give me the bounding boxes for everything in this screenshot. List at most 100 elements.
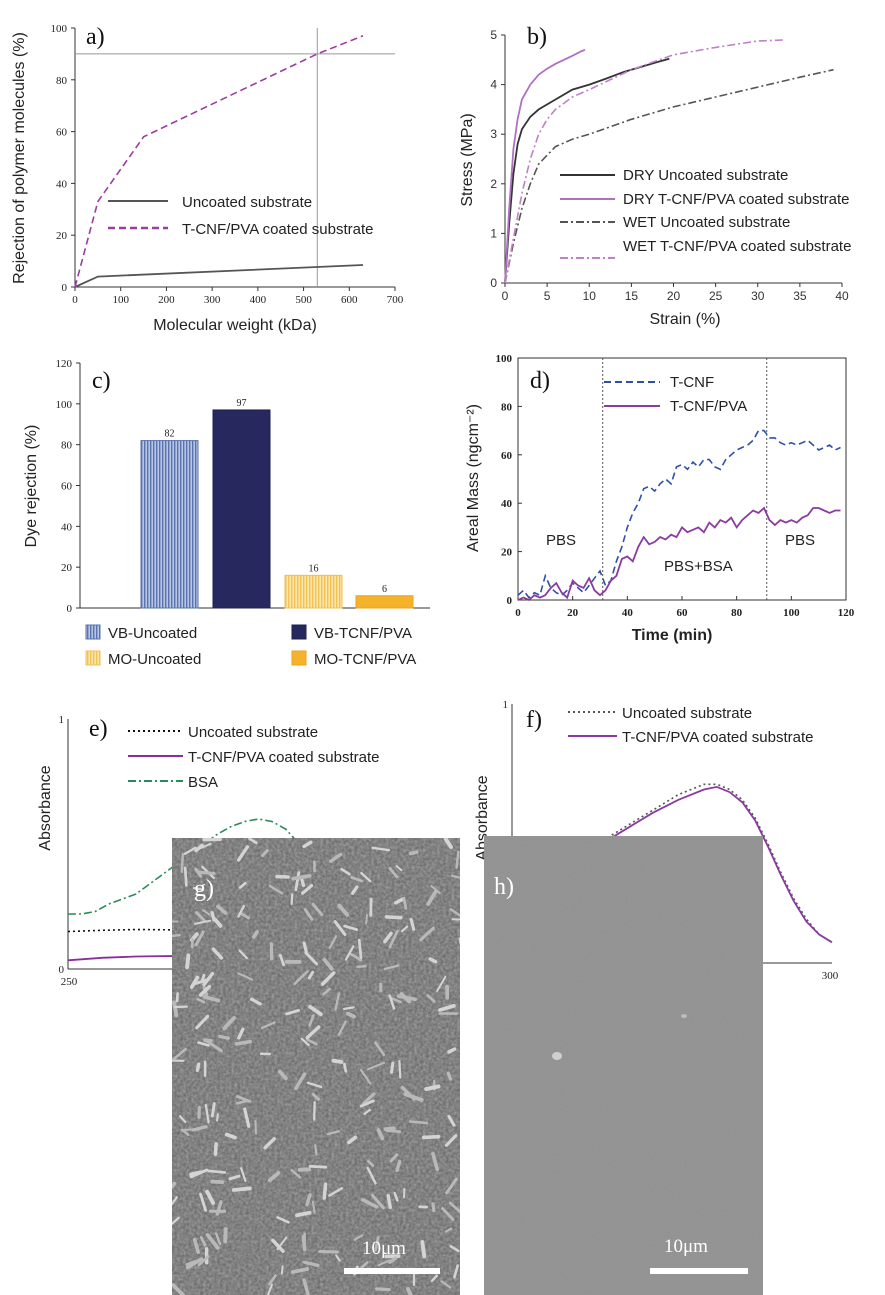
panel-a-x-tick-label: 0 <box>72 294 78 306</box>
sem-fiber <box>366 1061 386 1071</box>
panel-b-x-tick-label: 25 <box>709 289 723 303</box>
sem-fiber <box>260 1021 276 1030</box>
sem-fiber <box>444 1134 458 1147</box>
sem-fiber <box>238 881 247 889</box>
sem-fiber <box>207 1169 227 1174</box>
sem-fiber <box>409 917 416 931</box>
sem-fiber <box>342 1006 355 1011</box>
panel-e-label: e) <box>89 716 108 742</box>
sem-texture-h <box>484 836 763 1295</box>
panel-c-legend-label-2: VB-TCNF/PVA <box>314 625 412 642</box>
panel-b-series-line-1 <box>504 57 670 284</box>
sem-fiber <box>210 910 216 922</box>
sem-fiber <box>180 853 185 874</box>
sem-fiber <box>431 1151 440 1172</box>
sem-fiber <box>386 1193 393 1210</box>
sem-fiber <box>192 886 204 891</box>
panel-b-x-tick-label: 30 <box>751 289 765 303</box>
sem-fiber <box>388 1256 398 1264</box>
panel-c-bar-2 <box>212 409 271 609</box>
sem-fiber <box>345 1011 357 1019</box>
sem-texture-g <box>172 838 460 1295</box>
sem-fiber <box>449 1244 460 1253</box>
sem-fiber <box>294 871 301 892</box>
panel-b-legend-label-2: DRY T-CNF/PVA coated substrate <box>623 191 850 208</box>
sem-fiber <box>308 1014 315 1027</box>
sem-fiber <box>400 1085 416 1101</box>
panel-a-x-tick-label: 100 <box>112 294 129 306</box>
panel-a-series-line-2 <box>74 35 364 288</box>
sem-fiber <box>374 1041 386 1056</box>
sem-fiber <box>183 866 188 887</box>
sem-fiber <box>395 865 403 872</box>
sem-fiber <box>383 1126 396 1132</box>
sem-fiber <box>366 1166 377 1185</box>
panel-c-y-tick-label: 80 <box>61 440 73 452</box>
sem-fiber <box>394 897 405 905</box>
sem-fiber <box>396 994 417 1002</box>
panel-a-legend-label-2: T-CNF/PVA coated substrate <box>182 221 373 238</box>
sem-fiber <box>357 938 363 960</box>
sem-fiber <box>328 935 338 949</box>
sem-fiber <box>276 1216 290 1224</box>
panel-label-g: g) <box>194 876 214 902</box>
panel-c-bar-value-label-3: 16 <box>309 563 319 574</box>
panel-a-x-tick-label: 400 <box>250 294 267 306</box>
sem-fiber <box>424 1084 441 1092</box>
sem-fiber <box>350 876 364 883</box>
sem-fiber <box>185 953 191 970</box>
sem-fiber <box>314 1144 318 1156</box>
sem-fiber <box>359 1068 372 1085</box>
sem-fiber <box>337 903 350 917</box>
panel-b-y-tick-label: 3 <box>490 127 497 141</box>
sem-fiber <box>455 850 460 869</box>
panel-c-y-tick-label: 40 <box>61 521 73 533</box>
sem-fiber <box>218 1034 230 1040</box>
sem-fiber <box>344 945 355 961</box>
sem-fiber <box>408 850 419 856</box>
sem-fiber <box>235 1099 248 1105</box>
sem-fiber <box>389 1153 399 1163</box>
sem-fiber <box>426 994 436 1003</box>
sem-fiber <box>343 924 359 931</box>
sem-fiber <box>172 1196 178 1206</box>
sem-fiber <box>353 1234 364 1241</box>
panel-b-legend-label-1: DRY Uncoated substrate <box>623 167 788 184</box>
sem-fiber <box>261 849 269 858</box>
panel-c-bar-value-label-1: 82 <box>165 429 175 440</box>
panel-c-y-tick-label: 120 <box>56 358 73 370</box>
sem-fiber <box>291 873 312 881</box>
sem-fiber <box>213 917 223 928</box>
panel-c-bar-3 <box>284 574 343 609</box>
sem-fiber <box>172 933 181 938</box>
panel-f-legend-label-1: Uncoated substrate <box>622 705 752 722</box>
sem-fiber <box>388 867 399 879</box>
sem-fiber <box>302 1260 320 1267</box>
sem-fiber <box>200 973 206 984</box>
sem-fiber <box>277 1069 288 1081</box>
sem-fiber <box>337 1020 347 1037</box>
sem-fiber <box>294 1072 307 1091</box>
sem-fiber <box>385 1129 402 1133</box>
sem-fiber <box>361 1092 376 1106</box>
sem-fiber <box>194 843 204 853</box>
sem-fiber <box>448 1201 460 1214</box>
sem-fiber <box>326 1130 341 1136</box>
sem-fiber <box>347 1135 358 1145</box>
sem-fiber <box>419 926 435 942</box>
sem-fiber <box>290 1267 310 1274</box>
sem-fiber <box>384 915 403 920</box>
sem-fiber <box>290 893 294 905</box>
sem-fiber <box>192 1237 201 1255</box>
sem-fiber <box>390 997 402 1004</box>
sem-fiber <box>194 930 205 947</box>
sem-fiber <box>197 1041 210 1047</box>
sem-fiber <box>441 1206 455 1222</box>
panel-f-label: f) <box>526 707 542 733</box>
sem-fiber <box>199 1235 207 1247</box>
sem-fiber <box>400 925 409 933</box>
panel-b-y-tick-label: 0 <box>490 276 497 290</box>
sem-fiber <box>205 1039 223 1053</box>
sem-fiber <box>196 997 206 1004</box>
panel-b-x-tick-label: 0 <box>502 289 509 303</box>
